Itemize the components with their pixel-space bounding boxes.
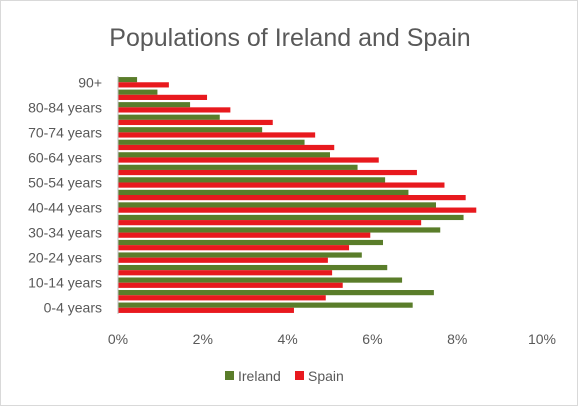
bar-ireland-0-4-years bbox=[118, 302, 413, 308]
legend: Ireland Spain bbox=[225, 368, 344, 384]
bar-ireland-40-44-years bbox=[118, 202, 436, 208]
y-tick-label: 0-4 years bbox=[44, 300, 102, 316]
bar-ireland-25-29-years bbox=[118, 239, 383, 246]
bar-spain-50-54-years bbox=[118, 182, 445, 188]
y-tick-label: 50-54 years bbox=[28, 174, 102, 190]
y-tick-label: 60-64 years bbox=[28, 149, 102, 165]
x-tick-label: 6% bbox=[362, 331, 382, 347]
bar-ireland-10-14-years bbox=[118, 277, 403, 283]
y-tick-label: 80-84 years bbox=[28, 99, 102, 115]
bar-spain-65-69-years bbox=[118, 144, 335, 151]
x-tick-label: 4% bbox=[277, 331, 297, 347]
bar-spain-60-64-years bbox=[118, 157, 379, 163]
bar-spain-30-34-years bbox=[118, 232, 371, 238]
x-tick-label: 8% bbox=[447, 331, 467, 347]
chart-title: Populations of Ireland and Spain bbox=[109, 24, 470, 52]
bar-ireland-65-69-years bbox=[118, 139, 305, 145]
bar-spain-10-14-years bbox=[118, 282, 343, 288]
bar-ireland-35-39-years bbox=[118, 214, 464, 221]
legend-label-ireland: Ireland bbox=[238, 368, 281, 384]
bar-ireland-15-19-years bbox=[118, 264, 388, 271]
bar-spain-15-19-years bbox=[118, 270, 333, 276]
legend-label-spain: Spain bbox=[308, 368, 344, 384]
x-axis-labels: 0% 2% 4% 6% 8% 10% bbox=[108, 331, 556, 347]
bar-spain-35-39-years bbox=[118, 220, 422, 226]
bar-spain-5-9-years bbox=[118, 295, 326, 301]
bar-ireland-20-24-years bbox=[118, 252, 362, 258]
y-axis-labels: 0-4 years 10-14 years 20-24 years 30-34 yea… bbox=[28, 74, 102, 315]
x-tick-label: 10% bbox=[528, 331, 556, 347]
y-tick-label: 40-44 years bbox=[28, 200, 102, 216]
legend-swatch-spain bbox=[295, 371, 304, 380]
bar-spain-45-49-years bbox=[118, 195, 466, 201]
bar-ireland-45-49-years bbox=[118, 189, 409, 195]
y-tick-label: 10-14 years bbox=[28, 275, 102, 291]
bar-ireland-5-9-years bbox=[118, 290, 434, 296]
bar-ireland-50-54-years bbox=[118, 177, 386, 183]
y-tick-label: 30-34 years bbox=[28, 225, 102, 241]
y-tick-label: 90+ bbox=[78, 74, 102, 90]
bar-spain-0-4-years bbox=[118, 307, 294, 313]
bar-spain-25-29-years bbox=[118, 245, 350, 251]
y-tick-label: 20-24 years bbox=[28, 250, 102, 266]
legend-swatch-ireland bbox=[225, 371, 234, 380]
x-tick-label: 0% bbox=[108, 331, 128, 347]
x-tick-label: 2% bbox=[193, 331, 213, 347]
bar-ireland-90- bbox=[118, 77, 138, 83]
bar-spain-20-24-years bbox=[118, 257, 328, 263]
bar-spain-70-74-years bbox=[118, 132, 316, 138]
bar-ireland-75-79-years bbox=[118, 114, 220, 120]
bar-ireland-80-84-years bbox=[118, 102, 191, 108]
y-tick-label: 70-74 years bbox=[28, 124, 102, 140]
bar-ireland-55-59-years bbox=[118, 164, 358, 170]
bar-ireland-70-74-years bbox=[118, 127, 263, 133]
bar-ireland-60-64-years bbox=[118, 152, 330, 158]
bars-group bbox=[118, 77, 477, 313]
bar-ireland-85-89-years bbox=[118, 89, 158, 95]
bar-spain-75-79-years bbox=[118, 119, 273, 126]
bar-spain-80-84-years bbox=[118, 107, 231, 113]
bar-ireland-30-34-years bbox=[118, 227, 441, 233]
bar-spain-85-89-years bbox=[118, 94, 208, 100]
bar-spain-55-59-years bbox=[118, 169, 417, 176]
bar-spain-90- bbox=[118, 82, 169, 88]
bar-spain-40-44-years bbox=[118, 207, 477, 213]
